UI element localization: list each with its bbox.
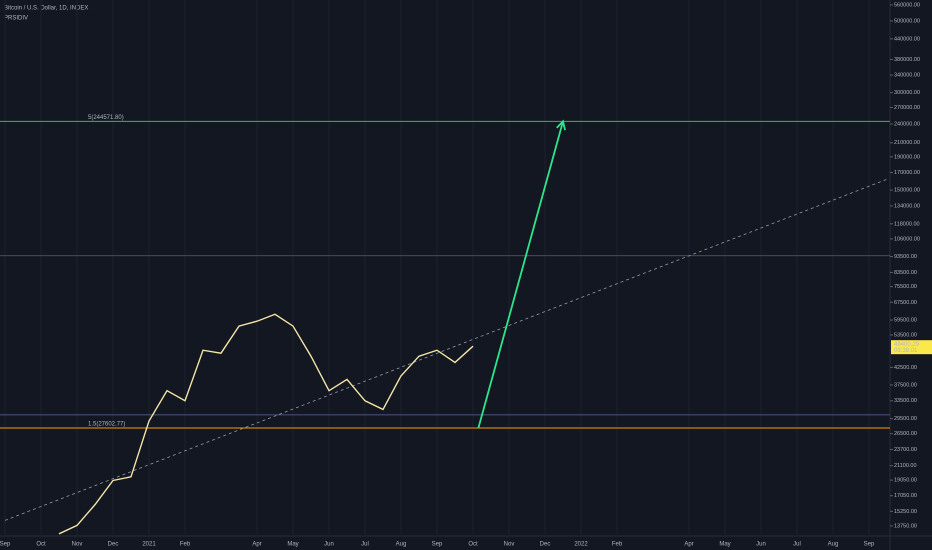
x-tick-label: Apr [684,542,693,548]
x-tick-label: Oct [468,542,478,548]
y-tick-label: 134000.00 [894,203,920,209]
x-tick-label: Sep [864,542,875,548]
y-tick-label: 560000.00 [894,2,920,8]
y-tick-label: 270000.00 [894,105,920,111]
x-tick-label: Dec [540,542,551,548]
y-tick-label: 23700.00 [894,447,917,453]
y-tick-label: 118000.00 [894,221,920,227]
y-tick-label: 240000.00 [894,121,920,127]
y-tick-label: 380000.00 [894,57,920,63]
y-tick-label: 190000.00 [894,154,920,160]
x-tick-label: Dec [108,542,119,548]
y-tick-label: 210000.00 [894,140,920,146]
y-tick-label: 170000.00 [894,170,920,176]
y-tick-label: 106000.00 [894,236,920,242]
y-tick-label: 21100.00 [894,463,917,469]
price-label-bg [891,340,932,355]
y-tick-label: 17050.00 [894,493,917,499]
y-tick-label: 440000.00 [894,36,920,42]
x-tick-label: Sep [0,542,11,548]
price-label: 49400.29 [894,342,920,348]
y-tick-label: 67500.00 [894,300,917,306]
y-tick-label: 26500.00 [894,431,917,437]
y-tick-label: 13750.00 [894,523,917,529]
trendline [4,178,888,521]
x-tick-label: 2022 [574,542,588,548]
x-tick-label: May [287,542,298,548]
y-tick-label: 42500.00 [894,365,917,371]
x-tick-label: Nov [72,542,83,548]
y-tick-label: 500000.00 [894,18,920,24]
y-tick-label: 59500.00 [894,317,917,323]
fib-level-label: 1.5(27602.77) [88,422,125,428]
x-tick-label: Feb [612,542,623,548]
x-tick-label: Apr [252,542,261,548]
y-tick-label: 83500.00 [894,270,917,276]
fib-level-label: 5(244571.80) [88,115,124,121]
y-tick-label: 340000.00 [894,73,920,79]
chart-title: Bitcoin / U.S. Dollar, 1D, INDEX [4,6,88,12]
x-tick-label: Jul [793,542,801,548]
y-tick-label: 300000.00 [894,90,920,96]
arrow-head [556,119,566,131]
x-tick-label: Jul [361,542,369,548]
x-tick-label: Aug [828,542,839,548]
countdown: 03:38:01 [894,348,918,354]
y-tick-label: 53500.00 [894,332,917,338]
chart-subtitle: PRSIDIV [4,16,28,22]
y-tick-label: 150000.00 [894,188,920,194]
price-line [58,313,474,535]
x-tick-label: 2021 [142,542,156,548]
y-tick-label: 29500.00 [894,416,917,422]
y-tick-label: 15250.00 [894,509,917,515]
arrow [477,121,564,429]
x-tick-label: Nov [504,542,515,548]
y-tick-label: 37500.00 [894,382,917,388]
y-tick-label: 93500.00 [894,254,917,260]
x-tick-label: Aug [396,542,407,548]
y-tick-label: 19050.00 [894,478,917,484]
x-tick-label: Sep [432,542,443,548]
x-tick-label: May [719,542,730,548]
x-tick-label: Jun [324,542,334,548]
y-tick-label: 75500.00 [894,284,917,290]
y-tick-label: 33500.00 [894,398,917,404]
x-tick-label: Jun [756,542,766,548]
x-tick-label: Feb [180,542,191,548]
x-tick-label: Oct [36,542,46,548]
